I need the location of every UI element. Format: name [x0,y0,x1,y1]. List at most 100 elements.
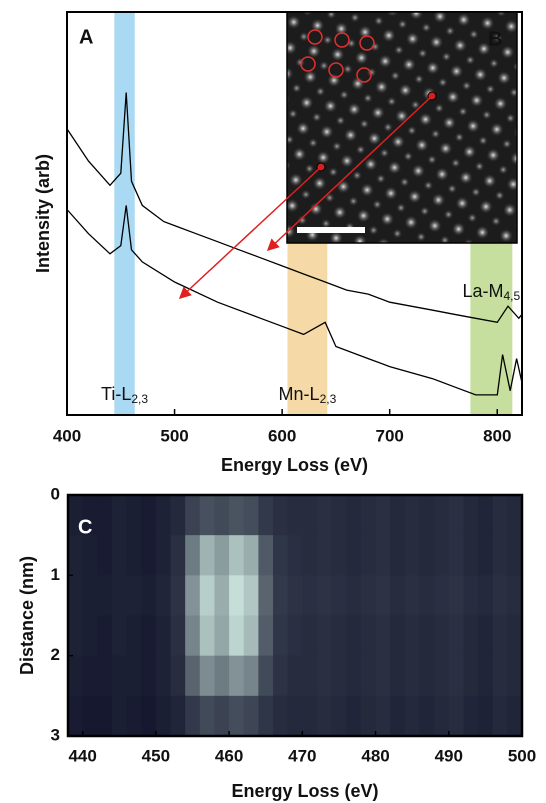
heat-cell [492,495,508,536]
band-label-main: La-M [462,281,503,301]
heat-cell [302,695,318,737]
heat-cell [448,695,464,737]
x-tick-label: 400 [53,426,81,445]
heat-cell [360,615,377,657]
heat-cell [375,575,391,616]
heat-cell [273,495,289,536]
heat-cell [390,695,406,737]
heat-cell [185,575,201,616]
heat-cell [97,655,113,697]
heat-cell [111,495,128,536]
heat-cell [111,535,128,576]
heat-cell [360,495,377,536]
arrow [266,95,433,252]
heat-cell [507,615,523,657]
heat-cell [463,695,479,737]
heat-cell [97,535,113,576]
heat-cell [404,495,420,536]
heat-cell [463,575,479,616]
heat-cell [185,695,201,737]
heat-cell [82,495,98,536]
heat-cell [507,695,523,737]
heat-cell [258,655,274,697]
heat-cell [360,655,377,697]
inset-image: B [178,11,518,300]
heat-cell [273,535,289,576]
x-tick-label: 800 [483,426,511,445]
heat-cell [346,575,362,616]
heat-cell [434,655,450,697]
heat-cell [507,575,523,616]
heat-cell [478,575,494,616]
heat-cell [316,655,333,697]
y-axis-title: Intensity (arb) [33,154,53,273]
heat-cell [111,575,128,616]
heat-cell [155,655,172,697]
heat-cell [375,655,391,697]
heat-cell [404,575,420,616]
heat-cell [243,615,259,657]
heat-cell [258,495,274,536]
heat-cell [390,495,406,536]
x-tick-label: 490 [435,746,463,765]
spectrum-line [66,92,523,324]
x-tick-label: 480 [361,746,389,765]
heat-cell [126,535,142,576]
band-label-sub: 4,5 [504,289,521,303]
heat-cell [419,535,435,576]
heat-cell [390,575,406,616]
heat-cell [273,655,289,697]
heat-cell [243,535,259,576]
heat-cell [346,695,362,737]
heat-cell [111,615,128,657]
heat-cell [243,495,259,536]
plot-frame [66,493,524,738]
band-label: Mn-L2,3 [279,384,337,406]
heat-cell [273,575,289,616]
heat-cell [360,695,377,737]
heat-cell [434,495,450,536]
heat-cell [82,615,98,657]
x-tick-label: 470 [288,746,316,765]
heat-cell [68,575,84,616]
heat-cell [419,695,435,737]
panel-label: A [79,26,93,48]
heat-cell [419,655,435,697]
heat-cell [360,535,377,576]
heat-cell [229,495,245,536]
heat-cell [390,535,406,576]
panel-c: 440 450 460 470 480 490 500 0 1 2 3 Energy Loss (eV… [17,484,536,800]
heat-cell [170,575,186,616]
heat-cell [287,575,303,616]
heat-cell [492,615,508,657]
heat-cell [170,655,186,697]
heat-cell [302,655,318,697]
heat-cell [287,655,303,697]
heat-cell [141,615,157,657]
heat-cell [82,575,98,616]
heat-cell [185,535,201,576]
heat-cell [170,495,186,536]
heat-cell [478,535,494,576]
heat-cell [141,495,157,536]
x-tick-label: 450 [142,746,170,765]
band-label-main: Mn-L [279,384,320,404]
heat-cell [68,655,84,697]
heat-cell [155,495,172,536]
heat-cell [243,695,259,737]
x-tick-label: 700 [376,426,404,445]
band-label: Ti-L2,3 [101,384,148,406]
heat-cell [448,615,464,657]
heat-cell [141,695,157,737]
heat-cell [68,615,84,657]
heat-cell [331,495,347,536]
heat-cell [331,655,347,697]
band-label-sub: 2,3 [320,392,337,406]
heat-cell [316,535,333,576]
heat-cell [214,695,230,737]
band-label-sub: 2,3 [131,392,148,406]
heat-cell [97,615,113,657]
heat-cell [214,615,230,657]
heat-cell [214,535,230,576]
